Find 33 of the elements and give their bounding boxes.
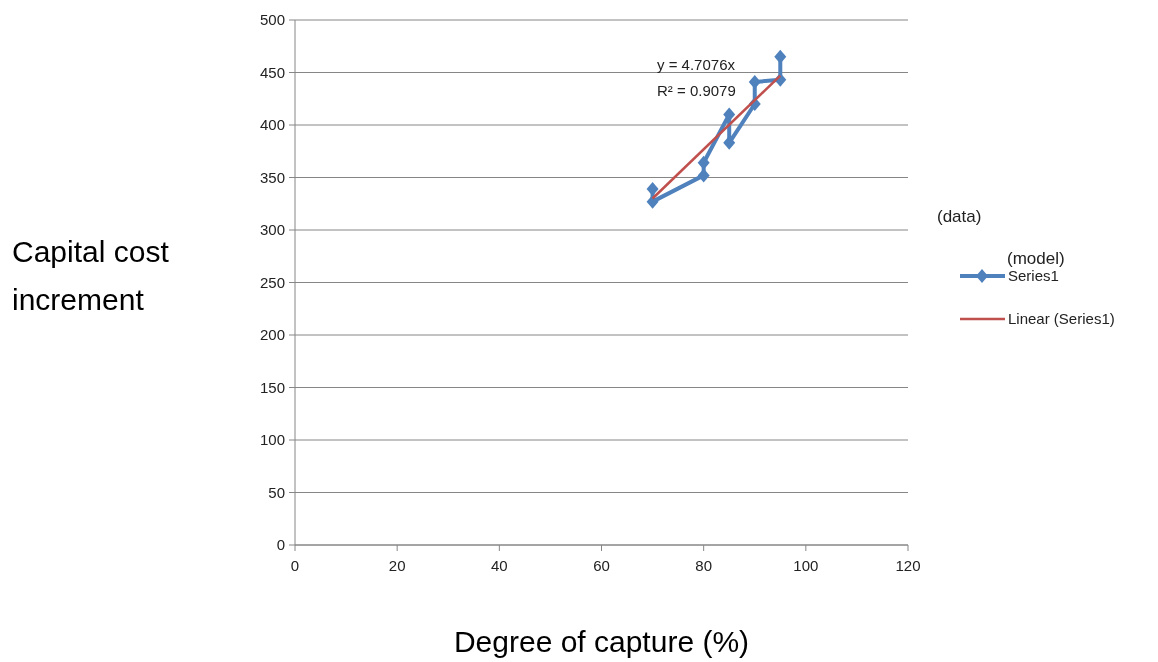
legend-label: Linear (Series1)	[1008, 310, 1115, 328]
point	[774, 49, 787, 64]
y-tick-label: 300	[259, 221, 285, 239]
point	[723, 107, 736, 122]
text: (model)	[1007, 249, 1065, 268]
y-tick-label: 100	[259, 431, 285, 449]
x-tick-label: 20	[388, 557, 406, 574]
point	[646, 194, 659, 209]
y-tick-label: 250	[259, 273, 285, 291]
x-tick-label: 100	[793, 557, 819, 574]
x-tick-label: 80	[695, 557, 713, 574]
annotation: R² = 0.9079	[657, 82, 736, 99]
legend-label: Series1	[1008, 267, 1059, 285]
y-tick-label: 450	[259, 63, 285, 81]
y-tick-label: 400	[259, 116, 285, 134]
text: (data)	[937, 207, 982, 226]
point	[723, 135, 736, 150]
y-tick-label: 150	[259, 378, 285, 396]
y-tick-label: 350	[259, 168, 285, 186]
y-tick-label: 50	[268, 483, 285, 501]
x-tick-label: 60	[593, 557, 610, 574]
point	[748, 74, 761, 89]
y-tick-label: 500	[259, 11, 285, 29]
point	[697, 168, 710, 183]
x-axis-title: Degree of capture (%)	[453, 625, 750, 658]
x-tick-label: 40	[490, 557, 508, 574]
y-tick-label: 200	[259, 326, 285, 344]
y-tick-label: 0	[276, 536, 285, 554]
point	[697, 155, 710, 170]
x-tick-label: 0	[290, 557, 300, 574]
annotation: y = 4.7076x	[657, 56, 736, 73]
x-tick-label: 120	[895, 557, 921, 574]
y-axis-title: Capital cost increment	[12, 235, 170, 316]
